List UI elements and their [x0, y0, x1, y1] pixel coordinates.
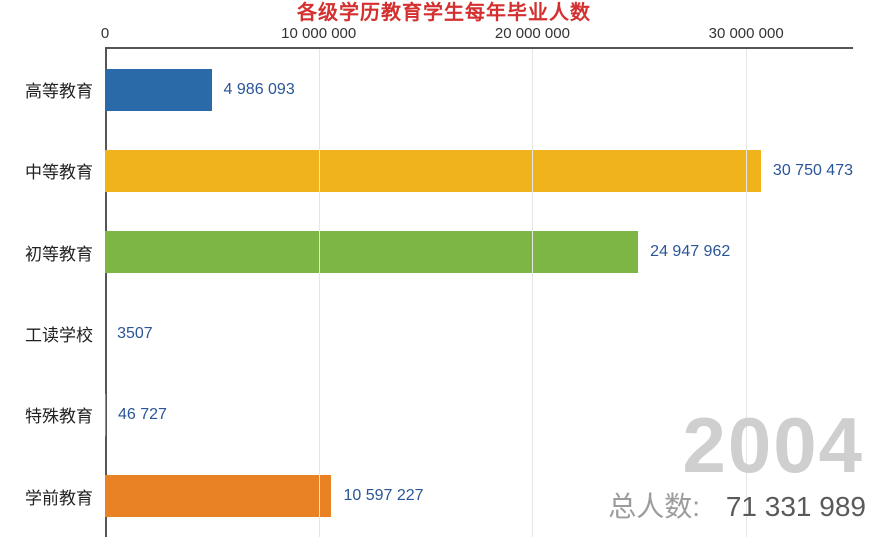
- category-label: 高等教育: [25, 77, 105, 102]
- bar: [105, 69, 212, 111]
- bar: [105, 231, 638, 273]
- category-label: 初等教育: [25, 240, 105, 265]
- value-label: 4 986 093: [224, 81, 295, 99]
- value-label: 30 750 473: [773, 162, 853, 180]
- bar-row: 初等教育24 947 962: [105, 212, 853, 293]
- value-label: 24 947 962: [650, 243, 730, 261]
- bar: [105, 394, 106, 436]
- x-tick-label: 30 000 000: [709, 25, 784, 42]
- chart-title: 各级学历教育学生每年毕业人数: [0, 0, 888, 25]
- category-label: 工读学校: [25, 321, 105, 346]
- gridline: [532, 49, 533, 537]
- bar-row: 工读学校3507: [105, 293, 853, 374]
- category-label: 中等教育: [25, 158, 105, 183]
- bar-row: 高等教育4 986 093: [105, 49, 853, 130]
- bar-row: 中等教育30 750 473: [105, 130, 853, 211]
- x-axis: 010 000 00020 000 00030 000 000: [105, 25, 853, 47]
- value-label: 46 727: [118, 406, 167, 424]
- x-tick-label: 0: [101, 25, 109, 42]
- category-label: 特殊教育: [25, 402, 105, 427]
- gridline: [746, 49, 747, 537]
- bar-rows: 高等教育4 986 093中等教育30 750 473初等教育24 947 96…: [105, 49, 853, 537]
- value-label: 3507: [117, 325, 153, 343]
- category-label: 学前教育: [25, 484, 105, 509]
- bar-row: 特殊教育46 727: [105, 374, 853, 455]
- x-tick-label: 20 000 000: [495, 25, 570, 42]
- gridline: [319, 49, 320, 537]
- plot-area: 高等教育4 986 093中等教育30 750 473初等教育24 947 96…: [105, 47, 853, 537]
- bar: [105, 150, 761, 192]
- x-tick-label: 10 000 000: [281, 25, 356, 42]
- bar-row: 学前教育10 597 227: [105, 456, 853, 537]
- bar: [105, 475, 331, 517]
- value-label: 10 597 227: [343, 487, 423, 505]
